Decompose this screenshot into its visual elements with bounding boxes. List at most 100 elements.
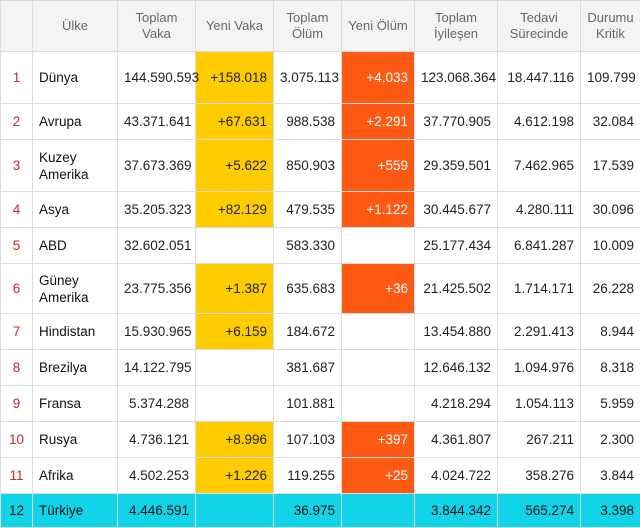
row-country[interactable]: Dünya: [33, 52, 118, 104]
header-active[interactable]: Tedavi Sürecinde: [498, 1, 581, 52]
row-critical: 8.318: [581, 350, 640, 386]
table-row: 2 Avrupa 43.371.641 +67.631 988.538 +2.2…: [1, 104, 640, 140]
table-row: 7 Hindistan 15.930.965 +6.159 184.672 13…: [1, 314, 640, 350]
row-total-deaths: 184.672: [274, 314, 342, 350]
row-total-deaths: 479.535: [274, 192, 342, 228]
row-new-deaths: [342, 494, 415, 528]
row-total-deaths: 988.538: [274, 104, 342, 140]
row-new-cases: +1.387: [196, 264, 274, 314]
header-rank: [1, 1, 33, 52]
row-total-recovered: 37.770.905: [415, 104, 498, 140]
row-total-recovered: 21.425.502: [415, 264, 498, 314]
row-active: 4.612.198: [498, 104, 581, 140]
row-total-cases: 5.374.288: [118, 386, 196, 422]
table-row: 9 Fransa 5.374.288 101.881 4.218.294 1.0…: [1, 386, 640, 422]
row-total-deaths: 107.103: [274, 422, 342, 458]
row-critical: 26.228: [581, 264, 640, 314]
header-new-cases[interactable]: Yeni Vaka: [196, 1, 274, 52]
row-total-recovered: 12.646.132: [415, 350, 498, 386]
row-critical: 3.844: [581, 458, 640, 494]
row-total-cases: 4.736.121: [118, 422, 196, 458]
row-new-cases: +8.996: [196, 422, 274, 458]
row-total-deaths: 36.975: [274, 494, 342, 528]
row-critical: 10.009: [581, 228, 640, 264]
row-total-recovered: 4.361.807: [415, 422, 498, 458]
row-total-recovered: 4.218.294: [415, 386, 498, 422]
row-rank: 4: [1, 192, 33, 228]
row-total-cases: 4.446.591: [118, 494, 196, 528]
row-critical: 30.096: [581, 192, 640, 228]
table-row-highlighted: 12 Türkiye 4.446.591 36.975 3.844.342 56…: [1, 494, 640, 528]
table-row: 11 Afrika 4.502.253 +1.226 119.255 +25 4…: [1, 458, 640, 494]
row-country[interactable]: Hindistan: [33, 314, 118, 350]
row-active: 1.054.113: [498, 386, 581, 422]
row-country[interactable]: Afrika: [33, 458, 118, 494]
row-country[interactable]: Türkiye: [33, 494, 118, 528]
row-new-deaths: +2.291: [342, 104, 415, 140]
row-new-cases: [196, 494, 274, 528]
row-new-cases: +5.622: [196, 140, 274, 192]
row-rank: 8: [1, 350, 33, 386]
row-total-cases: 37.673.369: [118, 140, 196, 192]
table-row: 8 Brezilya 14.122.795 381.687 12.646.132…: [1, 350, 640, 386]
row-total-deaths: 3.075.113: [274, 52, 342, 104]
row-rank: 3: [1, 140, 33, 192]
table-row: 3 Kuzey Amerika 37.673.369 +5.622 850.90…: [1, 140, 640, 192]
row-total-cases: 43.371.641: [118, 104, 196, 140]
row-total-recovered: 4.024.722: [415, 458, 498, 494]
header-new-deaths[interactable]: Yeni Ölüm: [342, 1, 415, 52]
row-critical: 8.944: [581, 314, 640, 350]
row-active: 4.280.111: [498, 192, 581, 228]
row-new-deaths: [342, 314, 415, 350]
header-total-cases[interactable]: Toplam Vaka: [118, 1, 196, 52]
row-new-deaths: +4.033: [342, 52, 415, 104]
row-critical: 5.959: [581, 386, 640, 422]
row-country[interactable]: Asya: [33, 192, 118, 228]
row-total-recovered: 29.359.501: [415, 140, 498, 192]
row-total-cases: 4.502.253: [118, 458, 196, 494]
row-country[interactable]: ABD: [33, 228, 118, 264]
row-new-deaths: [342, 386, 415, 422]
header-critical[interactable]: Durumu Kritik: [581, 1, 640, 52]
row-country[interactable]: Kuzey Amerika: [33, 140, 118, 192]
row-critical: 109.799: [581, 52, 640, 104]
table-row: 10 Rusya 4.736.121 +8.996 107.103 +397 4…: [1, 422, 640, 458]
row-country[interactable]: Güney Amerika: [33, 264, 118, 314]
row-total-recovered: 30.445.677: [415, 192, 498, 228]
row-new-cases: +6.159: [196, 314, 274, 350]
row-total-cases: 35.205.323: [118, 192, 196, 228]
row-total-deaths: 119.255: [274, 458, 342, 494]
row-rank: 5: [1, 228, 33, 264]
row-active: 565.274: [498, 494, 581, 528]
row-new-cases: [196, 386, 274, 422]
row-new-deaths: +36: [342, 264, 415, 314]
table-header-row: Ülke Toplam Vaka Yeni Vaka Toplam Ölüm Y…: [1, 1, 640, 52]
row-rank: 7: [1, 314, 33, 350]
row-new-deaths: +25: [342, 458, 415, 494]
row-critical: 3.398: [581, 494, 640, 528]
header-total-recovered[interactable]: Toplam İyileşen: [415, 1, 498, 52]
row-country[interactable]: Fransa: [33, 386, 118, 422]
row-country[interactable]: Brezilya: [33, 350, 118, 386]
row-rank: 6: [1, 264, 33, 314]
row-new-deaths: [342, 228, 415, 264]
row-rank: 12: [1, 494, 33, 528]
row-total-recovered: 25.177.434: [415, 228, 498, 264]
row-country[interactable]: Avrupa: [33, 104, 118, 140]
row-critical: 17.539: [581, 140, 640, 192]
row-new-deaths: +559: [342, 140, 415, 192]
row-total-deaths: 635.683: [274, 264, 342, 314]
row-total-deaths: 850.903: [274, 140, 342, 192]
row-total-deaths: 583.330: [274, 228, 342, 264]
header-total-deaths[interactable]: Toplam Ölüm: [274, 1, 342, 52]
row-rank: 1: [1, 52, 33, 104]
row-total-recovered: 3.844.342: [415, 494, 498, 528]
row-total-deaths: 381.687: [274, 350, 342, 386]
row-country[interactable]: Rusya: [33, 422, 118, 458]
row-new-cases: +67.631: [196, 104, 274, 140]
row-active: 2.291.413: [498, 314, 581, 350]
row-active: 7.462.965: [498, 140, 581, 192]
header-country[interactable]: Ülke: [33, 1, 118, 52]
row-total-cases: 23.775.356: [118, 264, 196, 314]
